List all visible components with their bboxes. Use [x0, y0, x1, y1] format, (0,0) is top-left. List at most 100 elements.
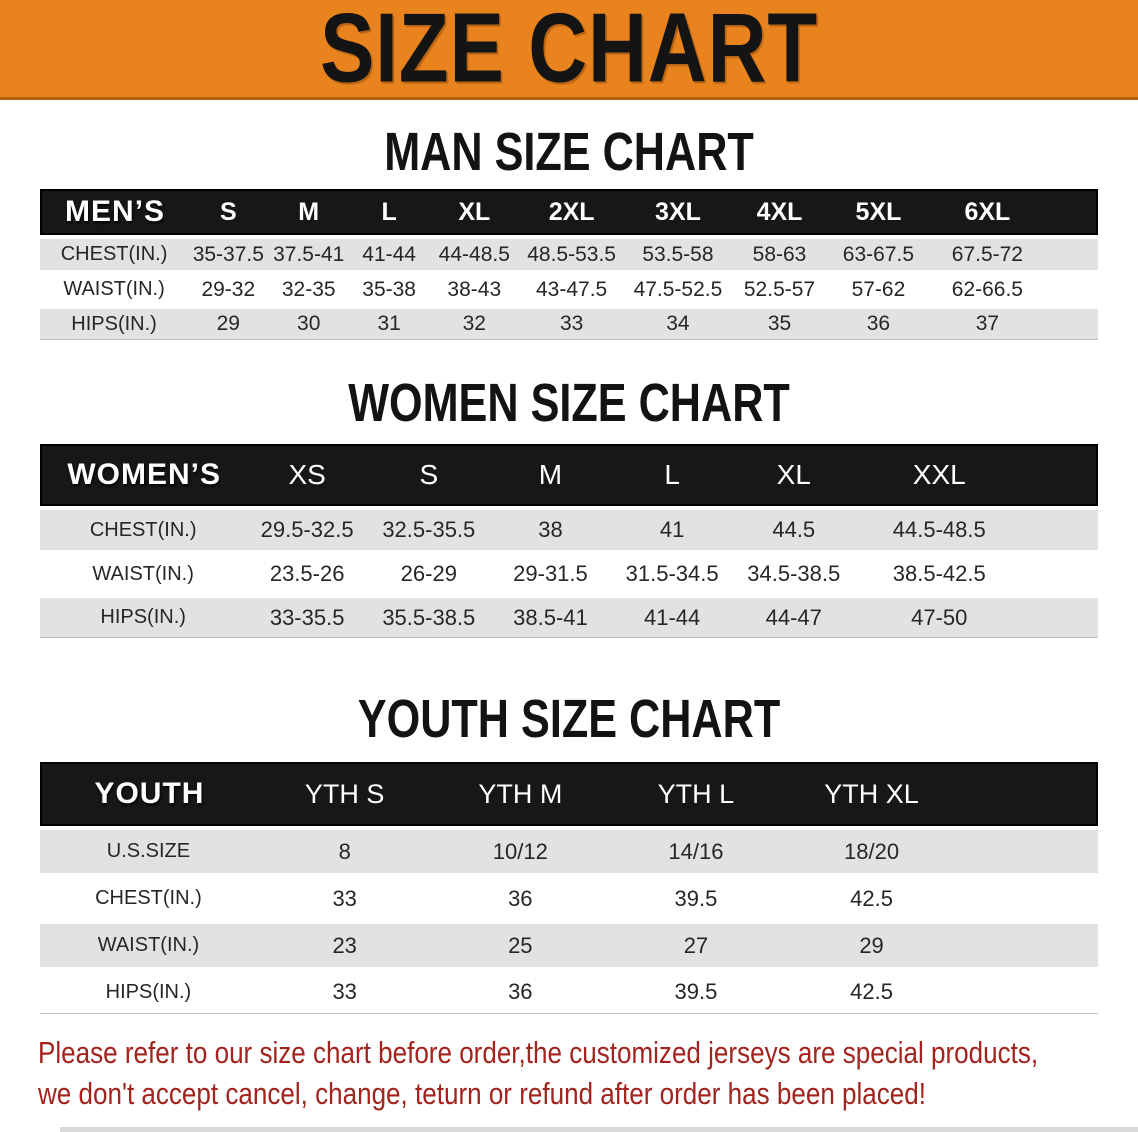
- men-table-category-header: MEN’S: [40, 189, 189, 235]
- youth-col-s: YTH S: [256, 762, 433, 826]
- table-cell: 33: [519, 309, 624, 340]
- youth-col-l: YTH L: [608, 762, 784, 826]
- men-col-3xl: 3XL: [623, 189, 732, 235]
- table-cell: 42.5: [783, 971, 960, 1014]
- table-cell: 41: [659, 517, 685, 542]
- table-cell: 48.5-53.5: [527, 242, 616, 266]
- table-cell: 32-35: [281, 277, 336, 301]
- table-cell: 33: [332, 885, 357, 911]
- row-label: WAIST(IN.): [92, 562, 194, 585]
- table-cell: 33: [256, 971, 433, 1014]
- table-cell: 29: [188, 309, 269, 340]
- spacer-cell: [959, 830, 1098, 873]
- table-cell: 36: [827, 309, 930, 340]
- man-section-heading: MAN SIZE CHART: [0, 125, 1138, 179]
- row-label: CHEST(IN.): [60, 243, 168, 265]
- men-hips-row: HIPS(IN.) 29 30 31 32 33 34 35 36 37: [40, 309, 1098, 340]
- spacer-cell: [1024, 510, 1098, 550]
- spacer-cell: [1024, 554, 1098, 594]
- table-cell: 32: [429, 309, 520, 340]
- bottom-edge-strip: [60, 1127, 1138, 1132]
- size-chart-banner: SIZE CHART: [0, 0, 1138, 100]
- table-cell: 62-66.5: [951, 277, 1023, 301]
- table-cell: 35: [731, 309, 828, 340]
- men-col-4xl: 4XL: [731, 189, 828, 235]
- order-disclaimer: Please refer to our size chart before or…: [38, 1032, 1138, 1114]
- women-col-xxl: XXL: [854, 444, 1024, 506]
- table-cell: 47-50: [854, 598, 1024, 638]
- table-cell: 25: [508, 932, 533, 958]
- women-size-table: WOMEN’S XS S M L XL XXL CHEST(IN.) 29.5-…: [40, 440, 1098, 642]
- table-cell: 34.5-38.5: [747, 561, 841, 586]
- row-label: HIPS(IN.): [40, 598, 247, 638]
- row-label: HIPS(IN.): [40, 971, 257, 1014]
- table-cell: 58-63: [752, 242, 807, 266]
- spacer-cell: [959, 924, 1098, 967]
- banner-title: SIZE CHART: [319, 0, 819, 103]
- youth-size-table: YOUTH YTH S YTH M YTH L YTH XL U.S.SIZE …: [40, 758, 1098, 1018]
- spacer-cell: [1045, 189, 1098, 235]
- youth-table-header-row: YOUTH YTH S YTH M YTH L YTH XL: [40, 762, 1098, 826]
- table-cell: 44.5-48.5: [892, 517, 986, 542]
- man-section-heading-text: MAN SIZE CHART: [384, 122, 754, 182]
- women-col-xl: XL: [732, 444, 855, 506]
- table-cell: 37: [929, 309, 1046, 340]
- men-size-table: MEN’S S M L XL 2XL 3XL 4XL 5XL 6XL CHEST…: [40, 185, 1098, 344]
- row-label: U.S.SIZE: [106, 840, 191, 862]
- youth-waist-row: WAIST(IN.) 23 25 27 29: [40, 924, 1098, 967]
- men-col-5xl: 5XL: [827, 189, 930, 235]
- row-label: CHEST(IN.): [95, 887, 202, 909]
- table-cell: 44-47: [732, 598, 855, 638]
- table-cell: 52.5-57: [743, 277, 816, 301]
- table-cell: 29.5-32.5: [260, 517, 354, 542]
- row-label: WAIST(IN.): [63, 278, 165, 300]
- table-cell: 37.5-41: [273, 242, 345, 266]
- table-cell: 44-48.5: [438, 242, 510, 266]
- youth-section-heading: YOUTH SIZE CHART: [0, 692, 1138, 746]
- table-cell: 38.5-41: [489, 598, 612, 638]
- youth-section-heading-text: YOUTH SIZE CHART: [357, 689, 781, 749]
- table-cell: 29: [859, 932, 884, 958]
- table-cell: 38-43: [447, 277, 502, 301]
- youth-table-category-header: YOUTH: [40, 762, 257, 826]
- women-col-s: S: [367, 444, 490, 506]
- table-cell: 35-38: [362, 277, 416, 301]
- men-col-2xl: 2XL: [519, 189, 624, 235]
- men-col-s: S: [188, 189, 269, 235]
- disclaimer-line-2: we don't accept cancel, change, teturn o…: [38, 1076, 927, 1111]
- spacer-cell: [1045, 274, 1098, 305]
- table-cell: 29-31.5: [513, 561, 588, 586]
- table-cell: 53.5-58: [642, 242, 714, 266]
- table-cell: 14/16: [668, 838, 724, 864]
- spacer-cell: [1023, 598, 1098, 638]
- table-cell: 41-44: [362, 242, 416, 266]
- spacer-cell: [959, 877, 1098, 920]
- table-cell: 29-32: [201, 277, 256, 301]
- table-cell: 26-29: [400, 561, 457, 586]
- table-cell: 67.5-72: [951, 242, 1023, 266]
- table-cell: 39.5: [608, 971, 784, 1014]
- spacer-cell: [1045, 239, 1098, 270]
- men-table-header-row: MEN’S S M L XL 2XL 3XL 4XL 5XL 6XL: [40, 189, 1098, 235]
- youth-col-m: YTH M: [432, 762, 609, 826]
- row-label: CHEST(IN.): [89, 518, 197, 541]
- table-cell: 36: [432, 971, 609, 1014]
- disclaimer-line-1: Please refer to our size chart before or…: [38, 1035, 1039, 1070]
- table-cell: 31: [348, 309, 430, 340]
- table-cell: 42.5: [850, 885, 893, 911]
- spacer-cell: [959, 762, 1098, 826]
- table-cell: 63-67.5: [842, 242, 915, 266]
- men-col-6xl: 6XL: [929, 189, 1046, 235]
- women-section-heading-text: WOMEN SIZE CHART: [348, 373, 790, 433]
- table-cell: 44.5: [772, 517, 816, 542]
- table-cell: 23: [332, 932, 357, 958]
- women-table-category-header: WOMEN’S: [40, 444, 247, 506]
- table-cell: 31.5-34.5: [625, 561, 719, 586]
- table-cell: 35.5-38.5: [367, 598, 490, 638]
- youth-ussize-row: U.S.SIZE 8 10/12 14/16 18/20: [40, 830, 1098, 873]
- table-cell: 33-35.5: [246, 598, 368, 638]
- women-table-header-row: WOMEN’S XS S M L XL XXL: [40, 444, 1098, 506]
- women-col-m: M: [489, 444, 612, 506]
- table-cell: 27: [683, 932, 709, 958]
- youth-chest-row: CHEST(IN.) 33 36 39.5 42.5: [40, 877, 1098, 920]
